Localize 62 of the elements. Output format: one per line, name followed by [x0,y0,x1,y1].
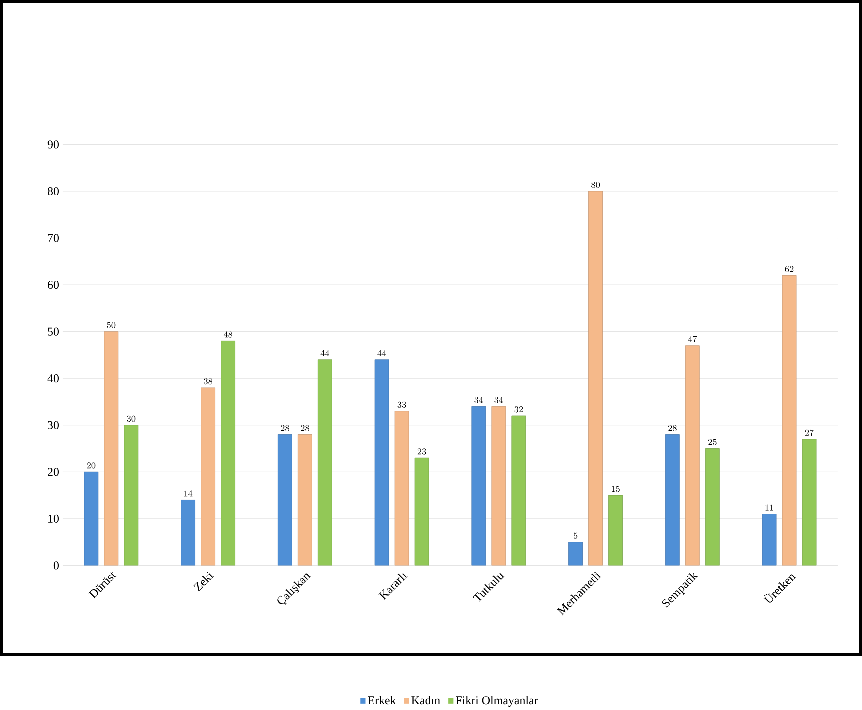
bar [568,542,583,566]
y-tick-label: 10 [48,514,59,523]
y-tick-label: 30 [48,421,59,430]
bar [278,434,292,566]
data-label: 23 [418,448,426,455]
bar [104,332,119,566]
data-label: 28 [301,425,310,432]
data-label: 80 [592,182,600,188]
bar [394,411,410,566]
bar [201,388,216,566]
bar [762,514,777,566]
y-tick-label: 60 [48,281,59,290]
bar [512,416,526,566]
data-label: 44 [378,350,386,356]
data-label: 50 [107,322,116,329]
bar [705,448,720,566]
data-label: 34 [494,397,504,404]
data-label: 33 [398,402,406,408]
bar [492,406,506,566]
bar [782,276,797,566]
bar [221,340,236,566]
y-tick-label: 20 [48,468,59,476]
y-tick-label: 80 [48,187,59,196]
data-label: 15 [612,486,620,492]
bar [181,500,196,566]
bar [588,191,603,566]
bar [665,434,680,566]
y-tick-label: 90 [48,140,59,149]
data-label: 38 [204,378,212,385]
data-label: 28 [281,425,290,432]
data-label: 27 [805,430,814,436]
data-label: 44 [320,350,330,356]
x-tick-label: Zeki [194,572,214,592]
bar [84,472,99,566]
data-label: 20 [87,462,96,469]
bar [685,346,700,566]
data-label: 34 [474,397,484,404]
data-label: 48 [224,332,232,338]
bar [414,458,430,566]
legend-label: Erkek [368,696,396,705]
bar [472,406,486,566]
y-tick-label: 40 [48,374,59,383]
data-label: 11 [766,504,774,511]
bar [608,495,623,566]
data-label: 28 [668,425,677,432]
y-tick-label: 50 [48,328,59,336]
y-tick-label: 0 [54,562,59,570]
data-label: 32 [514,406,524,413]
data-label: 14 [184,490,193,497]
data-label: 30 [127,416,136,422]
bar [124,425,139,566]
data-label: 47 [688,336,698,343]
bar [318,360,332,566]
data-label: 5 [574,532,578,540]
bar [374,360,390,566]
y-tick-label: 70 [48,234,59,242]
bar [298,434,312,566]
legend-label: Fikri Olmayanlar [456,696,538,708]
bar [802,439,817,566]
legend-label: Kadın [412,696,440,705]
data-label: 62 [785,266,794,272]
data-label: 25 [708,439,717,446]
